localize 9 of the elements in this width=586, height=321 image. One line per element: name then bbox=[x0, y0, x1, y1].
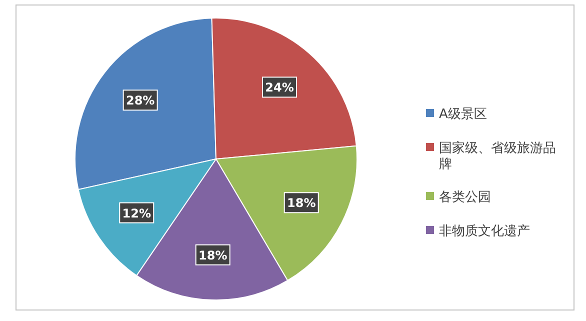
legend-label: A级景区 bbox=[439, 107, 487, 122]
data-label: 24% bbox=[265, 80, 294, 95]
legend-label: 国家级、省级旅游品牌 bbox=[439, 140, 556, 172]
data-label: 18% bbox=[198, 248, 228, 262]
legend-label: 非物质文化遗产 bbox=[439, 224, 530, 239]
data-label: 12% bbox=[122, 206, 151, 220]
legend-label: 各类公园 bbox=[439, 190, 491, 205]
data-label: 18% bbox=[287, 196, 316, 210]
data-label: 28% bbox=[126, 94, 155, 108]
